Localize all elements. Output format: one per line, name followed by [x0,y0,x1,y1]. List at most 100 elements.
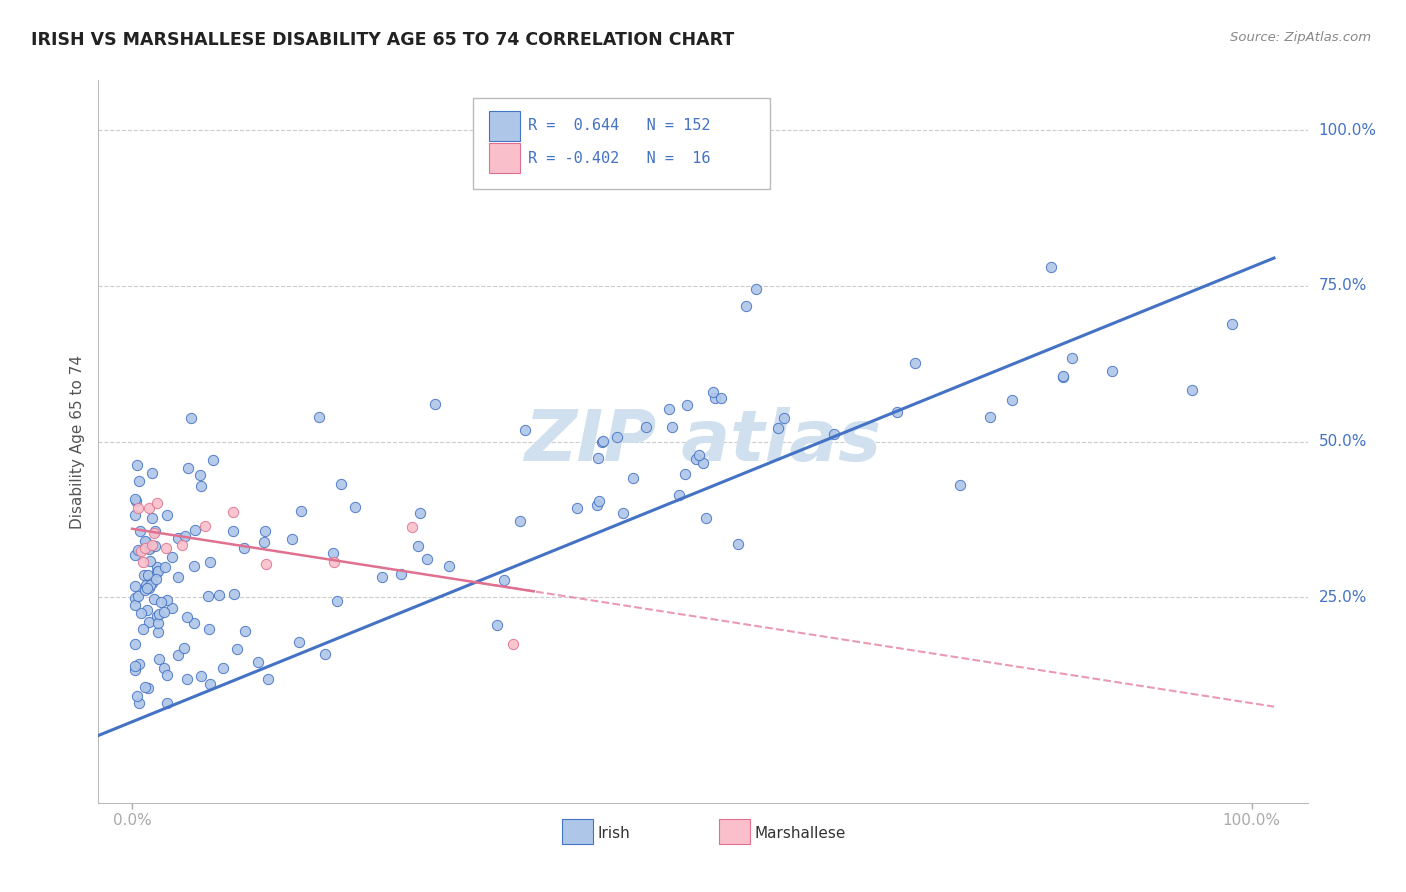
Point [425,397,447,411]
Point [124,598,146,612]
Point [704,391,727,405]
Point [129,544,152,558]
Point [509,514,531,528]
Point [145,608,167,623]
Point [124,492,146,507]
Point [409,506,432,520]
Point [167,570,190,584]
Point [134,541,156,556]
Point [222,524,245,538]
Point [727,537,749,551]
Point [636,419,658,434]
Point [141,538,163,552]
Point [167,648,190,662]
Point [208,588,231,602]
Point [138,581,160,595]
Point [143,539,166,553]
Point [735,299,758,313]
Point [621,471,644,485]
Point [124,549,146,563]
Point [592,434,614,449]
Point [143,526,166,541]
Point [156,508,179,523]
Point [226,642,249,657]
Point [145,559,167,574]
Point [290,504,312,518]
FancyBboxPatch shape [489,111,520,141]
Point [138,541,160,556]
Point [308,409,330,424]
Point [198,555,221,569]
Point [702,384,724,399]
Point [1052,369,1074,384]
Point [127,500,149,515]
Point [606,429,628,443]
Text: R =  0.644   N = 152: R = 0.644 N = 152 [527,119,710,133]
Point [139,578,162,592]
Point [486,618,509,632]
Point [141,466,163,480]
Point [127,589,149,603]
Point [949,478,972,492]
Point [513,423,536,437]
Point [150,595,173,609]
Point [692,456,714,470]
Point [197,589,219,603]
Point [132,623,155,637]
Point [177,461,200,475]
Point [145,572,167,586]
Point [1220,317,1243,331]
Point [222,505,245,519]
Point [160,601,183,615]
Point [124,659,146,673]
Point [676,398,699,412]
Point [823,427,845,442]
Point [129,606,152,620]
Point [254,558,277,572]
Point [124,663,146,677]
Point [222,587,245,601]
Point [668,488,690,502]
Point [183,559,205,574]
Point [695,511,717,525]
Point [184,523,207,537]
Point [586,498,609,512]
Point [1181,384,1204,398]
Point [194,519,217,533]
Point [344,500,367,514]
Point [406,539,429,553]
Point [127,458,149,473]
Point [141,576,163,591]
Point [211,661,233,675]
Point [979,410,1001,425]
Point [183,615,205,630]
Point [148,564,170,578]
Point [246,655,269,669]
Point [129,524,152,538]
Point [233,624,256,638]
Point [565,501,588,516]
Text: Irish: Irish [598,826,630,840]
Point [156,592,179,607]
Y-axis label: Disability Age 65 to 74: Disability Age 65 to 74 [69,354,84,529]
Point [190,479,212,493]
Point [138,541,160,556]
Point [134,533,156,548]
Point [134,582,156,597]
Text: IRISH VS MARSHALLESE DISABILITY AGE 65 TO 74 CORRELATION CHART: IRISH VS MARSHALLESE DISABILITY AGE 65 T… [31,31,734,49]
Point [156,696,179,710]
Point [135,602,157,616]
Point [136,681,159,696]
Point [202,452,225,467]
Point [128,696,150,710]
Point [254,524,277,538]
Point [253,534,276,549]
Point [502,637,524,651]
Point [658,401,681,416]
FancyBboxPatch shape [474,98,769,189]
Text: R = -0.402   N =  16: R = -0.402 N = 16 [527,151,710,166]
Point [588,494,610,508]
Point [675,467,697,481]
Point [685,452,707,467]
Point [322,555,344,569]
